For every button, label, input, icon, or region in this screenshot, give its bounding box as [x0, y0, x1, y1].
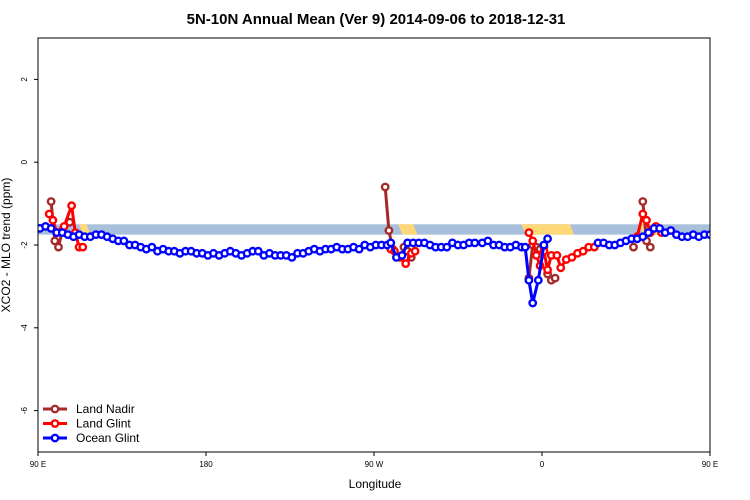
x-tick-label: 180: [199, 460, 213, 469]
ocean-glint-point: [483, 236, 493, 246]
land-glint-point: [524, 228, 534, 238]
land-glint-point: [578, 246, 588, 256]
chart-title: 5N-10N Annual Mean (Ver 9) 2014-09-06 to…: [187, 11, 566, 28]
legend-label: Ocean Glint: [76, 431, 140, 445]
land-band-segment: [398, 224, 418, 235]
ocean-glint-point: [539, 240, 549, 250]
ocean-glint-point: [666, 226, 676, 235]
ocean-glint-point: [638, 232, 648, 242]
series-layer: [38, 182, 710, 308]
ocean-glint-point: [397, 250, 407, 260]
y-axis: 2 0 -2 -4 -6: [20, 77, 38, 414]
y-tick-label: 0: [20, 159, 29, 164]
land-band-segment: [521, 224, 574, 235]
x-tick-label: 90 E: [702, 460, 718, 469]
x-axis-title: Longitude: [349, 477, 402, 491]
legend-swatch-marker: [50, 433, 60, 443]
land-glint-point: [44, 209, 54, 219]
ocean-glint-point: [147, 242, 157, 252]
y-tick-label: 2: [20, 77, 29, 82]
legend-item-ocean-glint: Ocean Glint: [43, 431, 140, 445]
land-nadir-point: [629, 242, 638, 252]
land-glint-point: [556, 263, 566, 273]
land-glint-point: [638, 209, 648, 219]
land-glint-point: [532, 250, 541, 260]
land-glint-point: [567, 252, 577, 262]
y-tick-label: -6: [20, 406, 29, 414]
land-nadir-point: [380, 182, 390, 192]
ocean-glint-point: [253, 246, 263, 256]
land-nadir-point: [50, 236, 60, 246]
land-glint-point: [67, 201, 77, 211]
ocean-glint-point: [543, 234, 552, 244]
y-axis-title: XCO2 - MLO trend (ppm): [0, 178, 13, 313]
x-tick-label: 90 W: [365, 460, 384, 469]
legend-swatch-marker: [50, 404, 60, 414]
ocean-glint-point: [524, 275, 534, 285]
ocean-glint-point: [520, 242, 530, 252]
x-axis: 90 E 180 90 W 0 90 E: [30, 452, 718, 469]
ocean-glint-point: [644, 228, 653, 238]
legend-item-land-glint: Land Glint: [43, 417, 131, 431]
land-glint-point: [528, 236, 538, 246]
legend-item-land-nadir: Land Nadir: [43, 402, 135, 416]
legend-label: Land Nadir: [76, 402, 135, 416]
ocean-glint-point: [655, 223, 664, 233]
land-glint-point: [552, 250, 562, 260]
ocean-glint-point: [386, 238, 396, 248]
y-tick-label: -4: [20, 324, 29, 332]
land-band-segment: [79, 224, 91, 235]
land-nadir-point: [638, 197, 648, 206]
ocean-glint-point: [354, 244, 364, 254]
land-glint-point: [410, 246, 420, 256]
ocean-glint-point: [442, 242, 452, 252]
land-nadir-point: [46, 197, 56, 206]
land-nadir-point: [384, 226, 394, 235]
land-glint-point: [78, 242, 88, 252]
legend-label: Land Glint: [76, 417, 131, 431]
y-tick-label: -2: [20, 241, 29, 249]
x-tick-label: 0: [540, 460, 545, 469]
ocean-glint-point: [119, 236, 129, 246]
land-glint-point: [642, 215, 651, 225]
land-glint-point: [48, 215, 58, 225]
ocean-glint-point: [470, 238, 480, 248]
ocean-glint-point: [533, 275, 543, 285]
land-glint-point: [543, 265, 552, 275]
x-tick-label: 90 E: [30, 460, 46, 469]
ocean-band: [38, 224, 710, 235]
land-glint-point: [401, 259, 411, 268]
ocean-glint-point: [46, 223, 56, 233]
ocean-glint-point: [287, 252, 297, 262]
land-nadir-point: [550, 273, 560, 283]
land-nadir-point: [54, 242, 63, 252]
land-nadir-point: [645, 242, 655, 252]
ocean-glint-point: [528, 298, 538, 308]
legend-swatch-marker: [50, 419, 60, 428]
series-ocean-glint: [38, 221, 710, 308]
